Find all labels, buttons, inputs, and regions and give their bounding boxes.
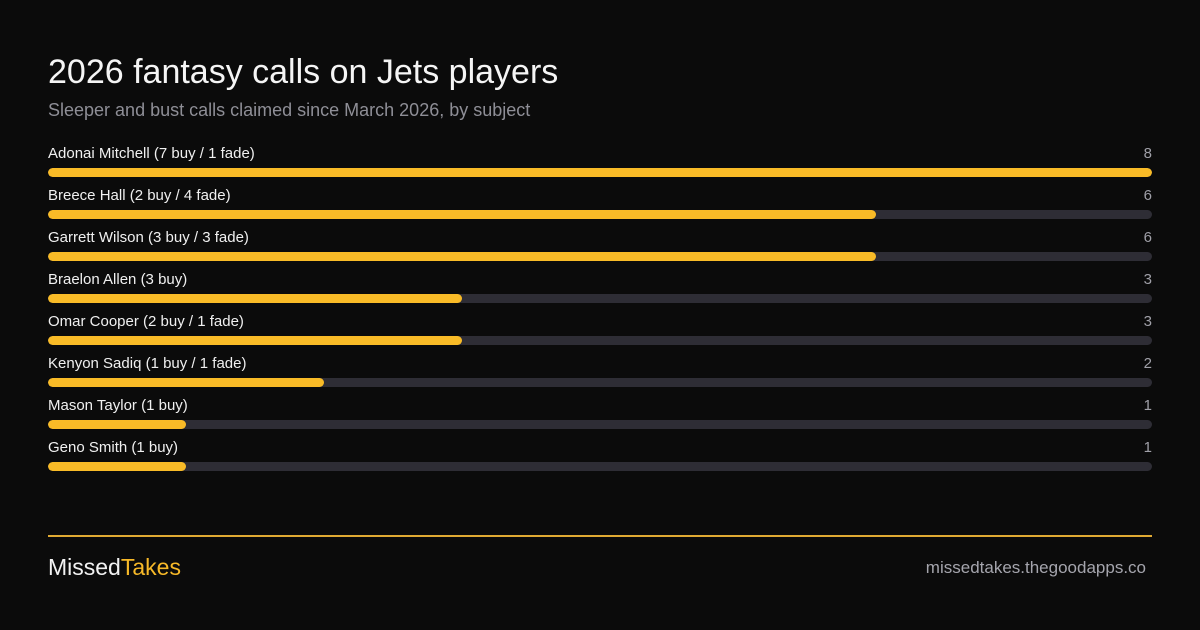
bar-fill	[48, 294, 462, 303]
bar-label: Adonai Mitchell (7 buy / 1 fade)	[48, 145, 255, 162]
bar-track	[48, 420, 1152, 429]
bar-value-label: 8	[1143, 145, 1152, 162]
bar-value-label: 6	[1143, 187, 1152, 204]
footer-divider	[48, 535, 1152, 537]
bar-row: Braelon Allen (3 buy) 3	[48, 266, 1152, 308]
bar-label: Braelon Allen (3 buy)	[48, 271, 188, 288]
site-url: missedtakes.thegoodapps.co	[925, 558, 1146, 577]
bar-value-label: 2	[1143, 355, 1152, 372]
bar-track	[48, 378, 1152, 387]
bar-label: Mason Taylor (1 buy)	[48, 397, 188, 414]
bar-row: Breece Hall (2 buy / 4 fade) 6	[48, 182, 1152, 224]
bar-fill	[48, 420, 186, 429]
bar-fill	[48, 168, 1152, 177]
bar-row: Garrett Wilson (3 buy / 3 fade) 6	[48, 224, 1152, 266]
bar-fill	[48, 252, 876, 261]
bar-fill	[48, 462, 186, 471]
brand-logo-part1: Missed	[48, 554, 121, 580]
bar-value-label: 1	[1143, 439, 1152, 456]
bar-value-label: 3	[1143, 271, 1152, 288]
bar-value-label: 6	[1143, 229, 1152, 246]
bar-value-label: 1	[1143, 397, 1152, 414]
bar-track	[48, 462, 1152, 471]
bar-row: Kenyon Sadiq (1 buy / 1 fade) 2	[48, 350, 1152, 392]
chart-subtitle: Sleeper and bust calls claimed since Mar…	[48, 100, 531, 120]
bar-label: Breece Hall (2 buy / 4 fade)	[48, 187, 231, 204]
brand-logo: MissedTakes	[48, 553, 181, 581]
bar-fill	[48, 378, 324, 387]
bar-row: Geno Smith (1 buy) 1	[48, 434, 1152, 476]
bar-track	[48, 210, 1152, 219]
bar-fill	[48, 210, 876, 219]
bar-track	[48, 168, 1152, 177]
bar-label: Garrett Wilson (3 buy / 3 fade)	[48, 229, 249, 246]
bar-label: Kenyon Sadiq (1 buy / 1 fade)	[48, 355, 247, 372]
bar-label: Omar Cooper (2 buy / 1 fade)	[48, 313, 244, 330]
bar-track	[48, 336, 1152, 345]
bar-label: Geno Smith (1 buy)	[48, 439, 179, 456]
bar-row: Mason Taylor (1 buy) 1	[48, 392, 1152, 434]
bar-row: Omar Cooper (2 buy / 1 fade) 3	[48, 308, 1152, 350]
bar-chart: Adonai Mitchell (7 buy / 1 fade) 8 Breece …	[48, 140, 1152, 480]
bar-fill	[48, 336, 462, 345]
chart-title: 2026 fantasy calls on Jets players	[48, 53, 559, 91]
brand-logo-part2: Takes	[120, 554, 181, 580]
bar-track	[48, 294, 1152, 303]
bar-row: Adonai Mitchell (7 buy / 1 fade) 8	[48, 140, 1152, 182]
bar-track	[48, 252, 1152, 261]
bar-value-label: 3	[1143, 313, 1152, 330]
